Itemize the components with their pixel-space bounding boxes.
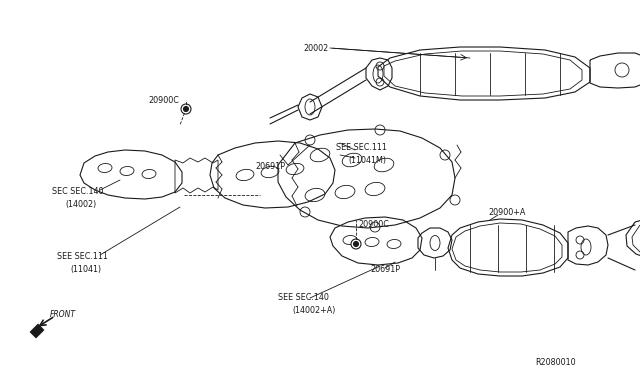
Text: SEE SEC.111: SEE SEC.111 xyxy=(336,143,387,152)
Circle shape xyxy=(353,241,358,247)
Polygon shape xyxy=(30,324,44,338)
Text: (14002): (14002) xyxy=(65,200,96,209)
Text: (14002+A): (14002+A) xyxy=(292,306,335,315)
Text: SEC SEC.140: SEC SEC.140 xyxy=(52,187,104,196)
Circle shape xyxy=(184,106,189,112)
Circle shape xyxy=(181,104,191,114)
Text: 20691P: 20691P xyxy=(370,265,400,274)
Text: FRONT: FRONT xyxy=(50,310,76,319)
Text: (11041): (11041) xyxy=(70,265,101,274)
Text: 20900C: 20900C xyxy=(148,96,179,105)
Text: 20900+A: 20900+A xyxy=(488,208,525,217)
Text: R2080010: R2080010 xyxy=(536,358,576,367)
Text: SEE SEC.140: SEE SEC.140 xyxy=(278,293,329,302)
Text: SEE SEC.111: SEE SEC.111 xyxy=(57,252,108,261)
Text: 20002: 20002 xyxy=(303,44,328,53)
Circle shape xyxy=(351,239,361,249)
Text: (11041M): (11041M) xyxy=(348,156,386,165)
Text: 20900C: 20900C xyxy=(358,220,389,229)
Text: 20691P: 20691P xyxy=(255,162,285,171)
